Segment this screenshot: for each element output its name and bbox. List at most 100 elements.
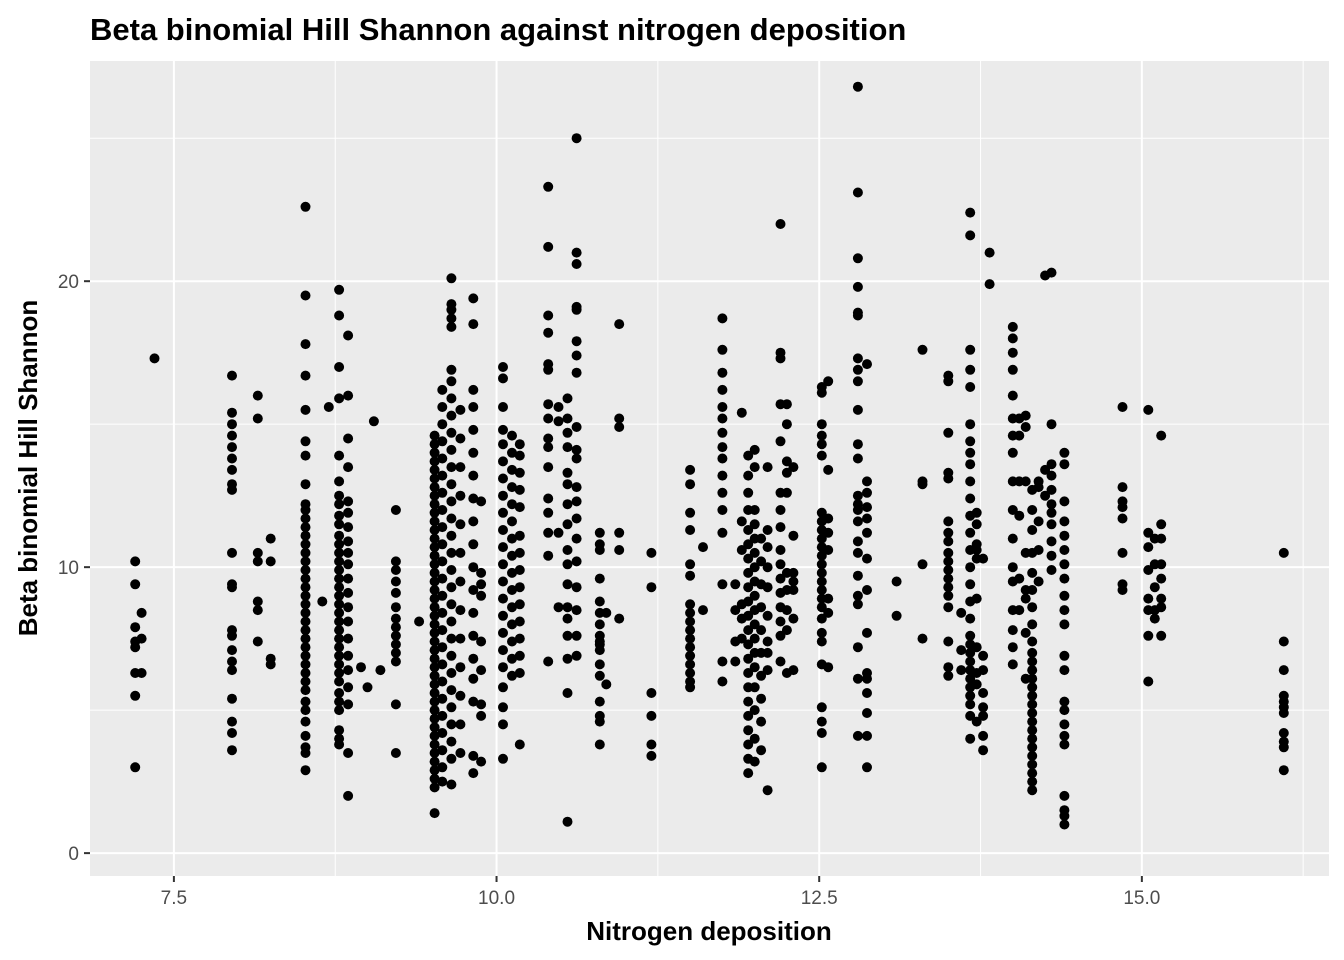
data-point [816,728,827,738]
data-point [227,625,237,636]
data-point [553,527,564,538]
chart-title: Beta binomial Hill Shannon against nitro… [90,12,906,47]
data-point [1027,725,1038,736]
data-point [136,607,147,618]
data-point [862,688,872,698]
data-point [455,605,466,616]
data-point [429,542,440,553]
data-point [816,762,827,773]
data-point [446,668,457,678]
data-point [852,599,863,610]
data-point [553,602,564,613]
data-point [446,427,457,438]
data-point [823,607,834,618]
data-point [446,547,457,558]
data-point [429,550,440,561]
data-point [498,456,508,467]
data-point [468,384,479,395]
data-point [571,605,582,616]
data-point [781,487,792,498]
data-point [965,459,976,470]
data-point [437,453,448,464]
x-axis-ticks: 7.5 10.0 12.5 15.0 [161,876,1160,909]
data-point [429,439,440,450]
data-point [816,419,827,430]
data-point [1046,499,1057,510]
data-point [455,662,466,673]
data-point [594,710,605,721]
data-point [571,133,582,144]
data-point [1059,619,1070,630]
data-point [743,582,754,593]
data-point [437,693,448,704]
data-point [816,507,827,518]
data-point [762,785,773,796]
data-point [594,596,605,607]
data-point [1007,333,1018,344]
data-point [429,482,440,493]
data-point [514,668,525,678]
data-point [1027,733,1038,744]
data-point [781,625,792,636]
data-point [788,567,799,578]
data-point [130,690,141,701]
data-point [823,662,834,673]
data-point [965,710,976,721]
data-point [437,470,448,481]
data-point [971,507,982,518]
data-point [862,553,872,564]
data-point [1007,659,1018,670]
data-point [965,382,976,392]
data-point [781,419,792,430]
data-point [334,696,345,707]
data-point [334,616,345,627]
data-point [498,610,508,621]
data-point [862,527,872,538]
data-point [1143,630,1154,641]
data-point [646,547,657,558]
data-point [717,487,728,498]
data-point [334,676,345,687]
data-point [468,673,479,684]
data-point [1040,490,1051,501]
data-point [455,690,466,701]
data-point [965,476,976,487]
data-point [685,607,696,618]
data-point [507,430,517,441]
data-point [300,590,311,601]
data-point [1014,605,1025,616]
data-point [571,367,582,378]
data-point [1156,593,1167,604]
data-point [852,281,863,292]
data-point [468,768,479,779]
data-point [978,730,989,741]
data-point [514,739,525,750]
data-point [1143,404,1154,415]
data-point [562,519,573,530]
data-point [300,339,311,350]
data-point [334,510,345,521]
data-point [1059,559,1070,570]
data-point [429,645,440,656]
data-point [429,696,440,707]
y-tick-label: 20 [58,272,79,293]
data-point [749,733,760,744]
data-point [1027,619,1038,630]
data-point [334,659,345,670]
data-point [498,627,508,638]
data-point [1278,636,1289,647]
minor-gridlines [90,61,1329,876]
data-point [429,670,440,681]
data-point [743,567,754,578]
data-point [1046,565,1057,575]
data-point [1278,690,1289,701]
data-point [300,547,311,558]
data-point [749,547,760,558]
data-point [594,630,605,641]
data-point [507,653,517,664]
data-point [334,393,345,404]
data-point [1278,665,1289,676]
data-point [685,559,696,570]
data-point [334,688,345,698]
data-point [762,636,773,647]
